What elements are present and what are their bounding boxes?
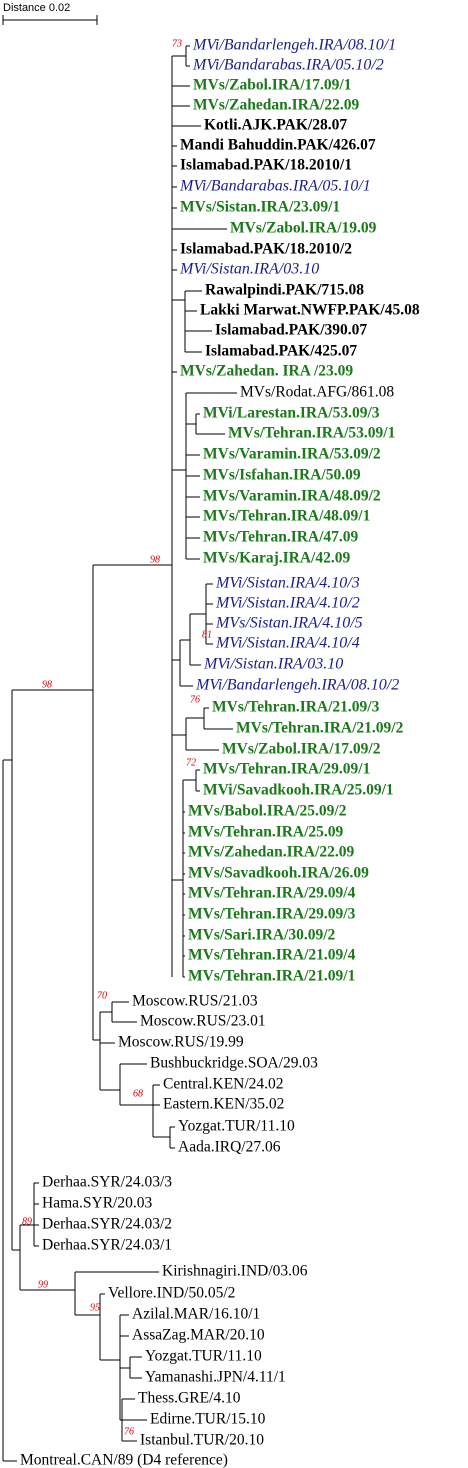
leaf-label: MVs/Tehran.IRA/29.09/1 xyxy=(203,761,370,778)
leaf-label: MVs/Karaj.IRA/42.09 xyxy=(203,550,350,567)
bootstrap-value: 72 xyxy=(186,757,196,768)
bootstrap-value: 76 xyxy=(190,694,200,705)
leaf-label: Derhaa.SYR/24.03/3 xyxy=(42,1174,172,1191)
leaf-label: MVs/Tehran.IRA/21.09/4 xyxy=(188,947,356,964)
bootstrap-value: 95 xyxy=(90,1302,100,1313)
leaf-label: Moscow.RUS/19.99 xyxy=(118,1034,244,1051)
leaf-label: Derhaa.SYR/24.03/2 xyxy=(42,1216,172,1233)
leaf-label: MVs/Rodat.AFG/861.08 xyxy=(240,384,394,401)
leaf-label: Derhaa.SYR/24.03/1 xyxy=(42,1237,172,1254)
leaf-label: MVs/Babol.IRA/25.09/2 xyxy=(188,803,347,820)
bootstrap-value: 76 xyxy=(124,1426,134,1437)
leaf-label: MVs/Zabol.IRA/17.09/1 xyxy=(193,77,351,94)
leaf-label: MVs/Tehran.IRA/21.09/1 xyxy=(188,968,355,985)
leaf-label: Thess.GRE/4.10 xyxy=(138,1390,241,1407)
leaf-label: MVs/Zabol.IRA/19.09 xyxy=(230,220,377,237)
leaf-label: MVs/Isfahan.IRA/50.09 xyxy=(203,467,361,484)
leaf-label: Istanbul.TUR/20.10 xyxy=(140,1432,264,1449)
leaf-label: Yozgat.TUR/11.10 xyxy=(145,1348,262,1365)
leaf-label: Vellore.IND/50.05/2 xyxy=(108,1285,235,1302)
leaf-label: MVs/Tehran.IRA/25.09 xyxy=(188,824,344,841)
leaf-label: Hama.SYR/20.03 xyxy=(42,1195,152,1212)
leaf-label: Islamabad.PAK/18.2010/2 xyxy=(180,241,352,258)
leaf-label: Aada.IRQ/27.06 xyxy=(178,1139,281,1156)
leaf-label: MVs/Zabol.IRA/17.09/2 xyxy=(222,741,381,758)
leaf-label: MVs/Tehran.IRA/29.09/4 xyxy=(188,885,356,902)
leaf-label: Islamabad.PAK/18.2010/1 xyxy=(180,157,352,174)
bootstrap-value: 73 xyxy=(172,38,182,49)
leaf-label: Central.KEN/24.02 xyxy=(163,1076,284,1093)
bootstrap-value: 98 xyxy=(42,679,52,690)
bootstrap-value: 81 xyxy=(202,629,212,640)
leaf-label: MVi/Bandarlengeh.IRA/08.10/2 xyxy=(195,677,399,694)
leaf-label: Bushbuckridge.SOA/29.03 xyxy=(150,1055,318,1072)
leaf-label: Moscow.RUS/23.01 xyxy=(140,1013,266,1030)
leaf-label: MVi/Sistan.IRA/03.10 xyxy=(179,261,319,278)
leaf-label: Edirne.TUR/15.10 xyxy=(150,1411,266,1428)
leaf-label: MVs/Tehran.IRA/47.09 xyxy=(203,529,359,546)
leaf-label: Rawalpindi.PAK/715.08 xyxy=(205,282,364,299)
leaf-label: MVs/Sistan.IRA/23.09/1 xyxy=(180,199,340,216)
leaf-label: Kotli.AJK.PAK/28.07 xyxy=(204,117,347,134)
leaf-label: Yamanashi.JPN/4.11/1 xyxy=(145,1369,286,1386)
scale-label: Distance 0.02 xyxy=(3,2,70,14)
leaf-label: MVi/Larestan.IRA/53.09/3 xyxy=(203,405,380,422)
leaf-label: MVs/Zahedan.IRA/22.09 xyxy=(188,844,354,861)
leaf-label: Islamabad.PAK/425.07 xyxy=(205,343,357,360)
leaf-label: MVs/Tehran.IRA/29.09/3 xyxy=(188,906,356,923)
leaf-label: MVs/Zahedan. IRA /23.09 xyxy=(180,363,353,380)
leaf-label: Lakki Marwat.NWFP.PAK/45.08 xyxy=(200,302,420,319)
leaf-label: MVs/Sistan.IRA/4.10/5 xyxy=(215,615,363,632)
leaf-label: MVs/Tehran.IRA/21.09/2 xyxy=(236,720,404,737)
leaf-label: MVs/Varamin.IRA/48.09/2 xyxy=(203,488,381,505)
leaf-label: MVi/Sistan.IRA/4.10/4 xyxy=(215,635,360,652)
leaf-label: MVs/Tehran.IRA/48.09/1 xyxy=(203,508,370,525)
leaf-label: MVs/Zahedan.IRA/22.09 xyxy=(193,97,359,114)
leaf-label: Azilal.MAR/16.10/1 xyxy=(132,1306,260,1323)
leaf-label: MVi/Bandarabas.IRA/05.10/2 xyxy=(192,57,384,74)
bootstrap-value: 68 xyxy=(133,1088,143,1099)
leaf-label: Islamabad.PAK/390.07 xyxy=(215,322,367,339)
leaf-label: MVs/Savadkooh.IRA/26.09 xyxy=(188,865,369,882)
leaf-label: MVs/Varamin.IRA/53.09/2 xyxy=(203,446,381,463)
leaf-label: Moscow.RUS/21.03 xyxy=(132,993,258,1010)
leaf-label: Mandi Bahuddin.PAK/426.07 xyxy=(180,137,376,154)
leaf-label: MVs/Sari.IRA/30.09/2 xyxy=(188,927,336,944)
leaf-label: MVi/Bandarabas.IRA/05.10/1 xyxy=(179,178,371,195)
bootstrap-value: 70 xyxy=(97,990,107,1001)
bootstrap-value: 98 xyxy=(150,554,160,565)
leaf-label: MVi/Bandarlengeh.IRA/08.10/1 xyxy=(192,37,396,54)
leaf-label: AssaZag.MAR/20.10 xyxy=(132,1327,265,1344)
leaf-label: Kirishnagiri.IND/03.06 xyxy=(162,1263,308,1280)
bootstrap-value: 99 xyxy=(38,1279,48,1290)
leaf-label: MVs/Tehran.IRA/53.09/1 xyxy=(228,425,395,442)
bootstrap-value: 89 xyxy=(22,1216,32,1227)
leaf-label: MVi/Sistan.IRA/03.10 xyxy=(203,656,343,673)
leaf-label: Montreal.CAN/89 (D4 reference) xyxy=(20,1452,228,1468)
leaf-label: MVi/Sistan.IRA/4.10/2 xyxy=(215,595,360,612)
leaf-label: Yozgat.TUR/11.10 xyxy=(178,1118,295,1135)
leaf-label: MVi/Sistan.IRA/4.10/3 xyxy=(215,575,360,592)
leaf-label: MVs/Tehran.IRA/21.09/3 xyxy=(212,699,380,716)
leaf-label: Eastern.KEN/35.02 xyxy=(163,1096,284,1113)
leaf-label: MVi/Savadkooh.IRA/25.09/1 xyxy=(203,782,394,799)
